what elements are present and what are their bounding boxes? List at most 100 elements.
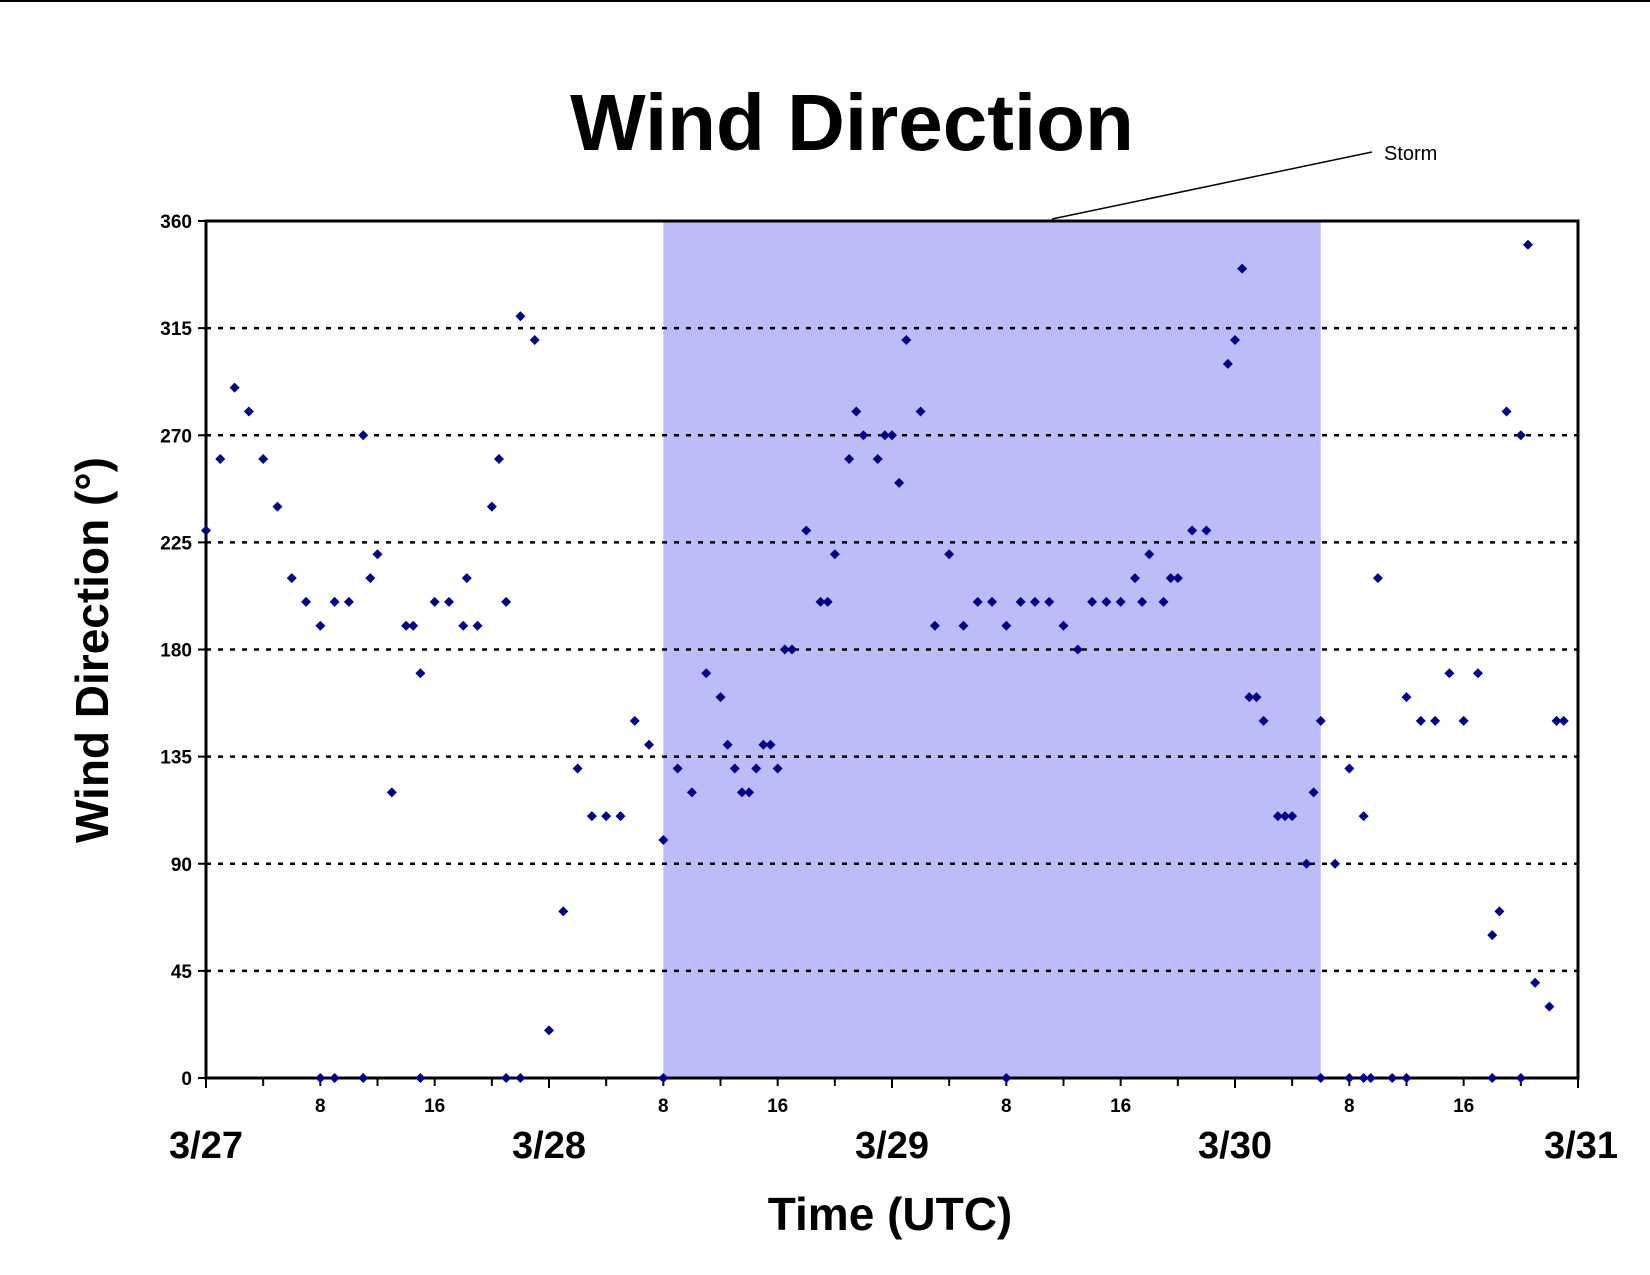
data-point (1015, 596, 1026, 607)
chart-title: Wind Direction (570, 78, 1134, 167)
data-point (1301, 858, 1312, 869)
data-point (501, 596, 512, 607)
data-point (572, 763, 583, 774)
data-point (758, 739, 769, 750)
x-hour-tick-label: 16 (1453, 1096, 1474, 1117)
data-point (215, 454, 226, 465)
data-point (1137, 596, 1148, 607)
data-point (1401, 1073, 1412, 1083)
data-point (1515, 1073, 1526, 1083)
data-point (493, 454, 504, 465)
data-point (1172, 573, 1183, 584)
data-point (1522, 239, 1533, 250)
data-point (1201, 525, 1212, 536)
data-point (658, 1073, 669, 1083)
data-point (1237, 263, 1248, 274)
data-point (1494, 906, 1505, 917)
data-point (443, 596, 454, 607)
data-point (529, 335, 540, 346)
data-point (1165, 573, 1176, 584)
data-point (715, 692, 726, 703)
data-point (1101, 596, 1112, 607)
data-point (386, 787, 397, 798)
data-point (1472, 668, 1483, 679)
data-point (243, 406, 254, 417)
data-point (929, 620, 940, 631)
x-date-tick-label: 3/27 (169, 1125, 243, 1167)
data-point (1115, 596, 1126, 607)
y-tick-label: 315 (160, 319, 192, 340)
data-point (729, 763, 740, 774)
x-hour-tick-label: 16 (767, 1096, 788, 1117)
data-point (958, 620, 969, 631)
data-point (458, 620, 469, 631)
x-date-tick-label: 3/30 (1198, 1125, 1272, 1167)
data-point (1430, 715, 1441, 726)
data-point (815, 596, 826, 607)
data-point (1280, 811, 1291, 822)
data-point (1444, 668, 1455, 679)
x-hour-tick-label: 8 (1344, 1096, 1355, 1117)
storm-leader-line (1051, 151, 1373, 220)
data-point (779, 644, 790, 655)
data-point (558, 906, 569, 917)
data-point (1551, 715, 1562, 726)
data-point (1372, 573, 1383, 584)
data-point (601, 811, 612, 822)
y-tick-label: 180 (160, 641, 192, 662)
data-point (887, 430, 897, 441)
data-point (629, 715, 640, 726)
data-point (879, 430, 890, 441)
x-hour-tick-label: 8 (658, 1096, 669, 1117)
y-axis-label: Wind Direction (°) (66, 457, 118, 843)
data-point (429, 596, 440, 607)
y-tick-label: 135 (160, 748, 192, 769)
y-tick-label: 45 (171, 962, 193, 983)
data-point (786, 644, 797, 655)
y-tick-label: 225 (160, 533, 192, 554)
data-point (1365, 1073, 1376, 1083)
data-point (736, 787, 747, 798)
data-point (315, 620, 326, 631)
y-tick-label: 90 (171, 855, 192, 876)
data-point (515, 311, 526, 322)
data-point (1058, 620, 1069, 631)
data-point (1515, 430, 1526, 441)
data-point (1530, 977, 1541, 988)
data-point (1144, 549, 1155, 560)
data-point (515, 1073, 526, 1083)
x-date-tick-label: 3/29 (855, 1125, 929, 1167)
data-point (658, 834, 669, 845)
data-point (1308, 787, 1319, 798)
data-point (586, 811, 597, 822)
data-point (686, 787, 697, 798)
data-point (844, 454, 855, 465)
data-point (372, 549, 383, 560)
data-point (544, 1025, 554, 1036)
data-point (851, 406, 862, 417)
x-axis-label: Time (UTC) (768, 1188, 1013, 1240)
data-point (286, 573, 297, 584)
y-tick-label: 0 (181, 1069, 192, 1090)
data-point (722, 739, 733, 750)
data-point (858, 430, 869, 441)
data-point (1401, 692, 1412, 703)
data-point (343, 596, 354, 607)
y-tick-label: 360 (160, 212, 192, 233)
data-point (901, 335, 912, 346)
data-point (801, 525, 812, 536)
x-date-tick-label: 3/28 (512, 1125, 586, 1167)
data-point (1001, 620, 1012, 631)
data-point (1158, 596, 1169, 607)
data-point (415, 1073, 426, 1083)
data-point (765, 739, 776, 750)
x-hour-tick-label: 8 (1001, 1096, 1012, 1117)
data-point (615, 811, 626, 822)
data-point (915, 406, 926, 417)
data-point (1230, 335, 1240, 346)
data-point (1222, 358, 1233, 369)
data-point (1487, 1073, 1498, 1083)
data-point (1044, 596, 1055, 607)
data-point (829, 549, 840, 560)
data-point (1129, 573, 1140, 584)
